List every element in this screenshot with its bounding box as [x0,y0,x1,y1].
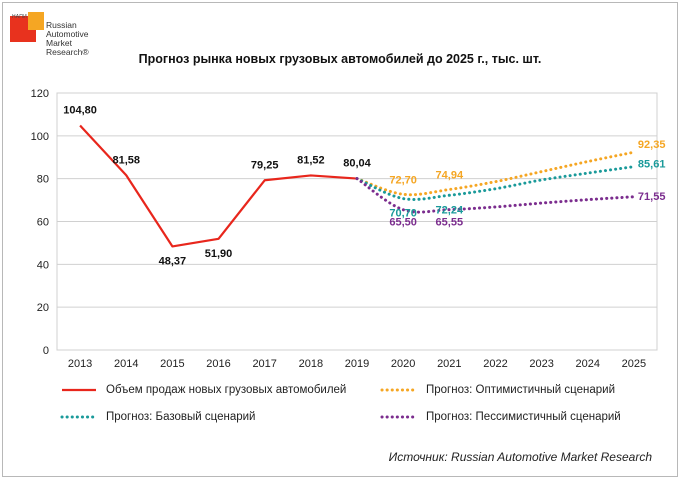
x-tick-label: 2018 [299,358,323,370]
x-tick-label: 2022 [483,358,507,370]
y-tick-label: 100 [31,131,49,143]
data-label: 65,50 [389,217,417,229]
logo-small-text: НАПИ [12,14,27,20]
x-tick-label: 2016 [206,358,230,370]
y-tick-label: 20 [37,302,49,314]
data-label: 92,35 [638,139,666,151]
x-tick-label: 2020 [391,358,415,370]
data-label: 79,25 [251,159,279,171]
series-line-forecast [355,165,636,201]
data-label: 48,37 [159,255,187,267]
x-tick-label: 2017 [252,358,276,370]
data-label: 81,52 [297,154,325,166]
source-note: Источник: Russian Automotive Market Rese… [388,450,652,464]
data-label: 85,61 [638,159,666,171]
data-label: 71,55 [638,191,666,203]
y-tick-label: 60 [37,217,49,229]
chart-title: Прогноз рынка новых грузовых автомобилей… [138,52,542,66]
y-tick-label: 80 [37,174,49,186]
series-lines [79,124,636,248]
data-label: 65,55 [436,217,464,229]
x-tick-label: 2025 [622,358,646,370]
logo-text: Russian Automotive Market Research® [46,20,89,57]
data-label: 74,94 [436,170,464,182]
series-line-forecast [355,177,636,214]
gridlines [56,92,658,351]
data-label: 81,58 [112,154,140,166]
x-tick-label: 2013 [68,358,92,370]
data-label: 70,70 [389,208,417,220]
data-labels: 104,80 81,58 48,37 51,90 79,25 81,52 80,04 72,7… [63,105,665,268]
y-tick-label: 0 [43,345,49,357]
data-label: 80,04 [343,158,371,170]
x-tick-label: 2021 [437,358,461,370]
x-tick-label: 2014 [114,358,138,370]
series-line-actual [79,124,358,248]
y-tick-label: 40 [37,259,49,271]
company-logo: НАПИ Russian Automotive Market Research® [8,8,98,68]
data-label: 104,80 [63,105,97,117]
data-label: 72,70 [389,174,417,186]
logo-orange-square [28,12,44,30]
series-line-forecast [355,150,636,197]
x-tick-label: 2015 [160,358,184,370]
x-tick-label: 2024 [576,358,600,370]
y-tick-label: 120 [31,88,49,100]
x-tick-label: 2019 [345,358,369,370]
axes: 0 20 40 60 80 100 120 2013 2014 2015 2016 2017 2018 2… [31,88,647,370]
data-label: 51,90 [205,248,233,260]
x-tick-label: 2023 [529,358,553,370]
data-label: 72,24 [436,204,464,216]
